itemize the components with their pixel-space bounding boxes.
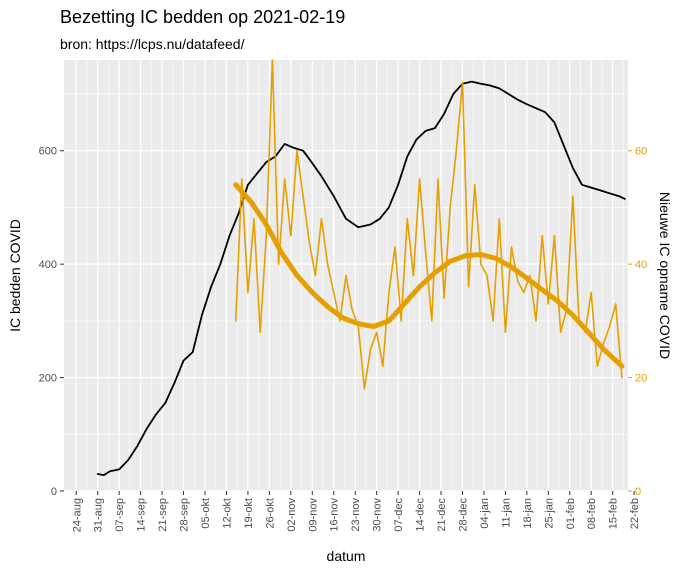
x-tick-label: 09-nov [307, 498, 319, 532]
x-tick-label: 11-jan [500, 498, 512, 528]
y-axis-title: IC bedden COVID [7, 219, 23, 332]
x-tick-label: 26-okt [264, 498, 276, 529]
x-tick-label: 01-feb [565, 498, 577, 529]
x-tick-label: 21-dec [436, 498, 448, 532]
series-group [96, 59, 626, 477]
x-tick-label: 07-sep [114, 498, 126, 532]
x-tick-label: 14-sep [136, 498, 148, 532]
x-tick-label: 19-okt [243, 498, 255, 529]
x-tick-label: 16-nov [329, 498, 341, 532]
y2-tick-label: 20 [635, 373, 647, 385]
y-tick-label: 0 [51, 486, 57, 498]
x-tick-label: 05-okt [200, 498, 212, 529]
x-tick-label: 28-dec [457, 498, 469, 532]
x-tick-label: 04-jan [479, 498, 491, 529]
y2-tick-label: 0 [635, 486, 641, 498]
y-tick-label: 400 [39, 259, 57, 271]
grid [64, 60, 635, 492]
y-tick-label: 600 [39, 146, 57, 158]
axes: 0 200 400 600 0 20 40 60 24-aug 31-aug 07-sep 14-se… [39, 146, 648, 533]
y2-tick-label: 60 [635, 146, 647, 158]
series-line-ic-bedden [96, 80, 626, 477]
x-tick-label: 30-nov [372, 498, 384, 532]
x-tick-label: 28-sep [179, 498, 191, 532]
x-tick-label: 24-aug [71, 498, 83, 532]
series-line-trend [233, 182, 625, 369]
x-tick-label: 22-feb [629, 498, 641, 529]
series-line-nieuwe-ic-opname [234, 59, 623, 390]
x-tick-label: 21-sep [157, 498, 169, 532]
x-tick-label: 15-feb [608, 498, 620, 529]
chart-subtitle: bron: https://lcps.nu/datafeed/ [60, 36, 245, 52]
x-tick-label: 14-dec [415, 498, 427, 532]
x-tick-label: 18-jan [522, 498, 534, 529]
x-axis-title: datum [327, 548, 366, 564]
x-tick-label: 12-okt [221, 498, 233, 529]
x-tick-label: 31-aug [93, 498, 105, 532]
x-tick-label: 08-feb [586, 498, 598, 529]
x-tick-label: 07-dec [393, 498, 405, 532]
x-tick-label: 23-nov [350, 498, 362, 532]
y2-axis-title: Nieuwe IC opname COVID [657, 192, 673, 359]
chart-title: Bezetting IC bedden op 2021-02-19 [60, 7, 345, 27]
y2-tick-label: 40 [635, 259, 647, 271]
x-tick-label: 25-jan [543, 498, 555, 529]
y-tick-label: 200 [39, 373, 57, 385]
x-tick-label: 02-nov [286, 498, 298, 532]
